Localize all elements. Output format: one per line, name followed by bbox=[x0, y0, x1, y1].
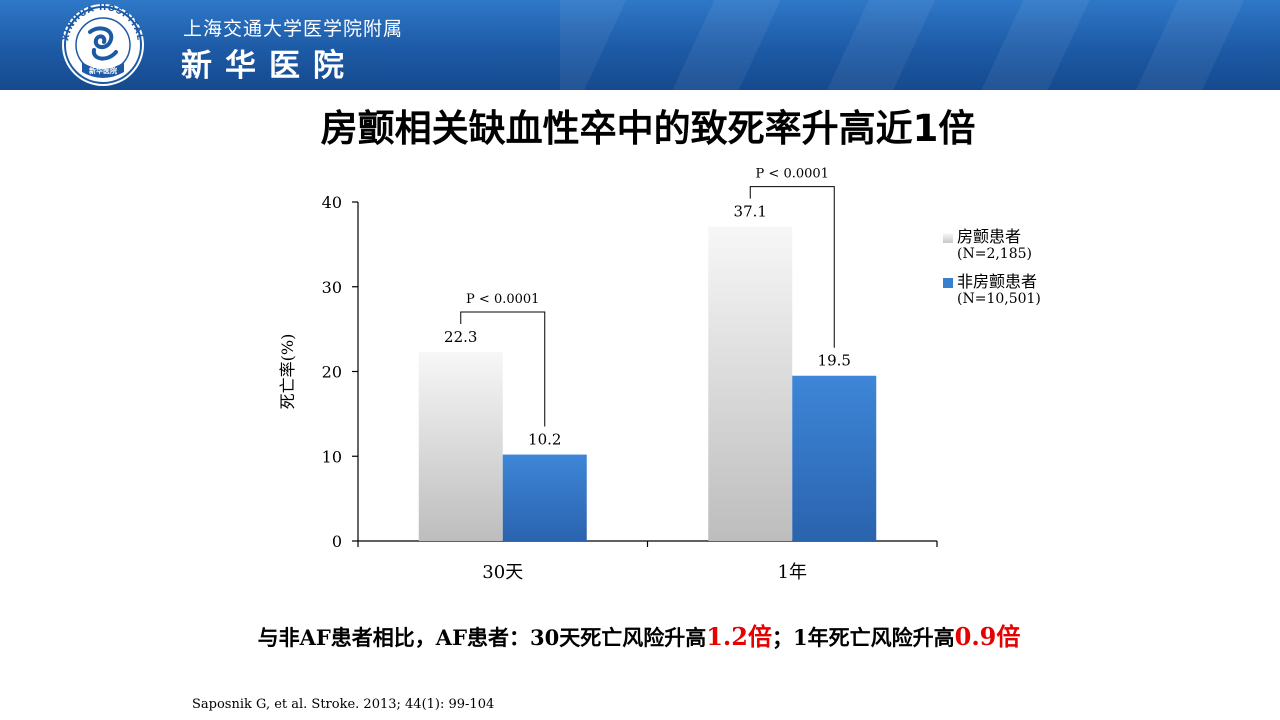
legend-count-non-af: (N=10,501) bbox=[957, 291, 1041, 307]
p-value-label: P < 0.0001 bbox=[466, 292, 539, 307]
legend-count-af: (N=2,185) bbox=[957, 246, 1032, 262]
hospital-name: 新华医院 bbox=[181, 48, 357, 84]
legend-swatch-af bbox=[943, 233, 953, 243]
significance-bracket bbox=[460, 311, 546, 427]
y-tick-label: 0 bbox=[332, 532, 342, 551]
hospital-logo: XINHUA HOSPITAL 新华医院 bbox=[61, 3, 144, 86]
summary-number: 1 bbox=[793, 625, 808, 650]
summary-statement: 与非AF患者相比，AF患者：30天死亡风险升高1.2倍；1年死亡风险升高0.9倍 bbox=[0, 617, 1278, 652]
affiliation-text: 上海交通大学医学院附属 bbox=[183, 18, 404, 40]
chart-legend: 房颤患者 (N=2,185) 非房颤患者 (N=10,501) bbox=[943, 228, 1041, 308]
y-tick-label: 40 bbox=[322, 193, 342, 212]
significance-bracket bbox=[749, 186, 835, 348]
summary-part: ； bbox=[772, 626, 793, 650]
summary-af-term: AF bbox=[435, 625, 467, 650]
legend-item-non-af: 非房颤患者 (N=10,501) bbox=[943, 273, 1041, 308]
summary-part: 患者相比， bbox=[330, 626, 436, 650]
svg-text:新华医院: 新华医院 bbox=[89, 66, 117, 75]
bar-non-af bbox=[502, 454, 587, 541]
summary-part: 天死亡风险升高 bbox=[559, 626, 707, 650]
legend-label-non-af: 非房颤患者 bbox=[957, 272, 1038, 291]
header-banner: XINHUA HOSPITAL 新华医院 上海交通大学医学院附属 新华医院 bbox=[0, 0, 1280, 90]
banner-decoration bbox=[560, 0, 1280, 90]
summary-number: 30 bbox=[530, 625, 560, 650]
y-axis-title: 死亡率(%) bbox=[278, 334, 297, 410]
summary-highlight-1year: 0.9倍 bbox=[954, 622, 1021, 651]
summary-af-term: AF bbox=[299, 625, 331, 650]
summary-part: 年死亡风险升高 bbox=[807, 626, 955, 650]
data-label: 19.5 bbox=[818, 352, 851, 370]
p-value-label: P < 0.0001 bbox=[756, 167, 829, 182]
summary-part: 患者： bbox=[467, 626, 530, 650]
y-tick-label: 30 bbox=[322, 278, 342, 297]
legend-item-af: 房颤患者 (N=2,185) bbox=[943, 228, 1041, 263]
bar-af bbox=[418, 352, 503, 541]
y-tick-label: 20 bbox=[322, 363, 342, 382]
legend-swatch-non-af bbox=[943, 278, 953, 288]
bar-af bbox=[708, 226, 793, 541]
x-category-label: 30天 bbox=[482, 562, 523, 583]
citation: Saposnik G, et al. Stroke. 2013; 44(1): … bbox=[192, 697, 495, 712]
data-label: 37.1 bbox=[734, 203, 767, 221]
y-tick-label: 10 bbox=[322, 447, 342, 466]
legend-label-af: 房颤患者 bbox=[957, 227, 1022, 246]
summary-part: 与非 bbox=[257, 626, 300, 650]
x-category-label: 1年 bbox=[778, 562, 807, 583]
slide-title: 房颤相关缺血性卒中的致死率升高近1倍 bbox=[320, 107, 976, 150]
bar-non-af bbox=[792, 375, 877, 541]
summary-highlight-30day: 1.2倍 bbox=[706, 622, 772, 651]
data-label: 10.2 bbox=[528, 431, 561, 449]
data-label: 22.3 bbox=[444, 328, 477, 346]
